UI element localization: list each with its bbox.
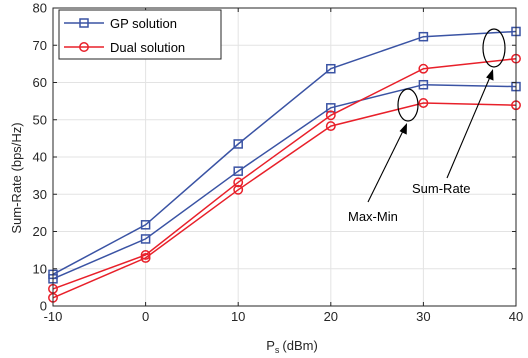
series-line-dual-solution-sum-rate <box>52 57 517 290</box>
series-layer <box>48 26 521 303</box>
x-tick-label: 0 <box>142 309 149 324</box>
data-point-gp-solution-sum-rate <box>418 31 429 42</box>
sum-rate-arrow <box>446 76 491 179</box>
legend: GP solution Dual solution <box>58 9 222 60</box>
legend-entry-dual-solution: Dual solution <box>64 40 185 55</box>
y-tick-label: 30 <box>33 187 47 202</box>
data-point-dual-solution-sum-rate <box>325 110 336 121</box>
max-min-arrowhead <box>399 123 407 135</box>
series-line-gp-solution-max-min <box>52 83 517 280</box>
data-point-gp-solution-max-min <box>233 166 243 176</box>
data-point-dual-solution-max-min <box>140 252 151 263</box>
series-line-dual-solution-max-min <box>52 102 517 299</box>
annotations: Sum-Rate Max-Min <box>348 28 506 224</box>
max-min-group-ellipse <box>397 88 419 122</box>
y-tick-label: 50 <box>33 112 47 127</box>
x-tick-label: -10 <box>44 309 63 324</box>
data-point-dual-solution-max-min <box>418 98 429 108</box>
x-axis-title-unit: (dBm) <box>282 338 317 353</box>
x-tick-label: 10 <box>231 309 245 324</box>
series-line-gp-solution-sum-rate <box>52 30 517 275</box>
data-point-dual-solution-max-min <box>325 121 336 132</box>
legend-entry-gp-solution: GP solution <box>64 16 177 31</box>
y-tick-label: 40 <box>33 150 47 165</box>
y-tick-label: 80 <box>33 1 47 16</box>
data-point-dual-solution-sum-rate <box>418 63 429 74</box>
y-tick-label: 10 <box>33 261 47 276</box>
data-point-dual-solution-sum-rate <box>233 177 244 188</box>
data-point-gp-solution-sum-rate <box>326 63 336 74</box>
y-tick-label: 60 <box>33 75 47 90</box>
data-point-gp-solution-sum-rate <box>140 220 151 230</box>
data-point-gp-solution-max-min <box>418 79 429 90</box>
sum-rate-arrowhead <box>486 69 494 81</box>
legend-marker-square-icon <box>79 18 89 28</box>
data-point-gp-solution-max-min <box>326 103 336 113</box>
x-axis-title-subscript: s <box>275 345 280 355</box>
data-point-dual-solution-max-min <box>233 184 244 195</box>
y-tick-label: 20 <box>33 224 47 239</box>
annotation-sum-rate-label: Sum-Rate <box>412 181 471 196</box>
legend-marker-circle-icon <box>79 42 89 52</box>
legend-label-dual-solution: Dual solution <box>110 40 185 55</box>
sum-rate-group-ellipse <box>482 28 506 68</box>
x-axis-title: Ps (dBm) <box>266 338 318 355</box>
x-tick-label: 20 <box>324 309 338 324</box>
y-tick-label: 0 <box>40 299 47 314</box>
max-min-arrow <box>367 130 404 203</box>
data-point-gp-solution-max-min <box>140 234 151 244</box>
y-axis-title: Sum-Rate (bps/Hz) <box>9 122 24 233</box>
legend-label-gp-solution: GP solution <box>110 16 177 31</box>
annotation-max-min-label: Max-Min <box>348 209 398 224</box>
data-point-gp-solution-sum-rate <box>233 139 243 149</box>
y-tick-label: 70 <box>33 38 47 53</box>
x-tick-label: 40 <box>509 309 523 324</box>
x-tick-label: 30 <box>416 309 430 324</box>
x-axis-title-main: P <box>266 338 275 353</box>
